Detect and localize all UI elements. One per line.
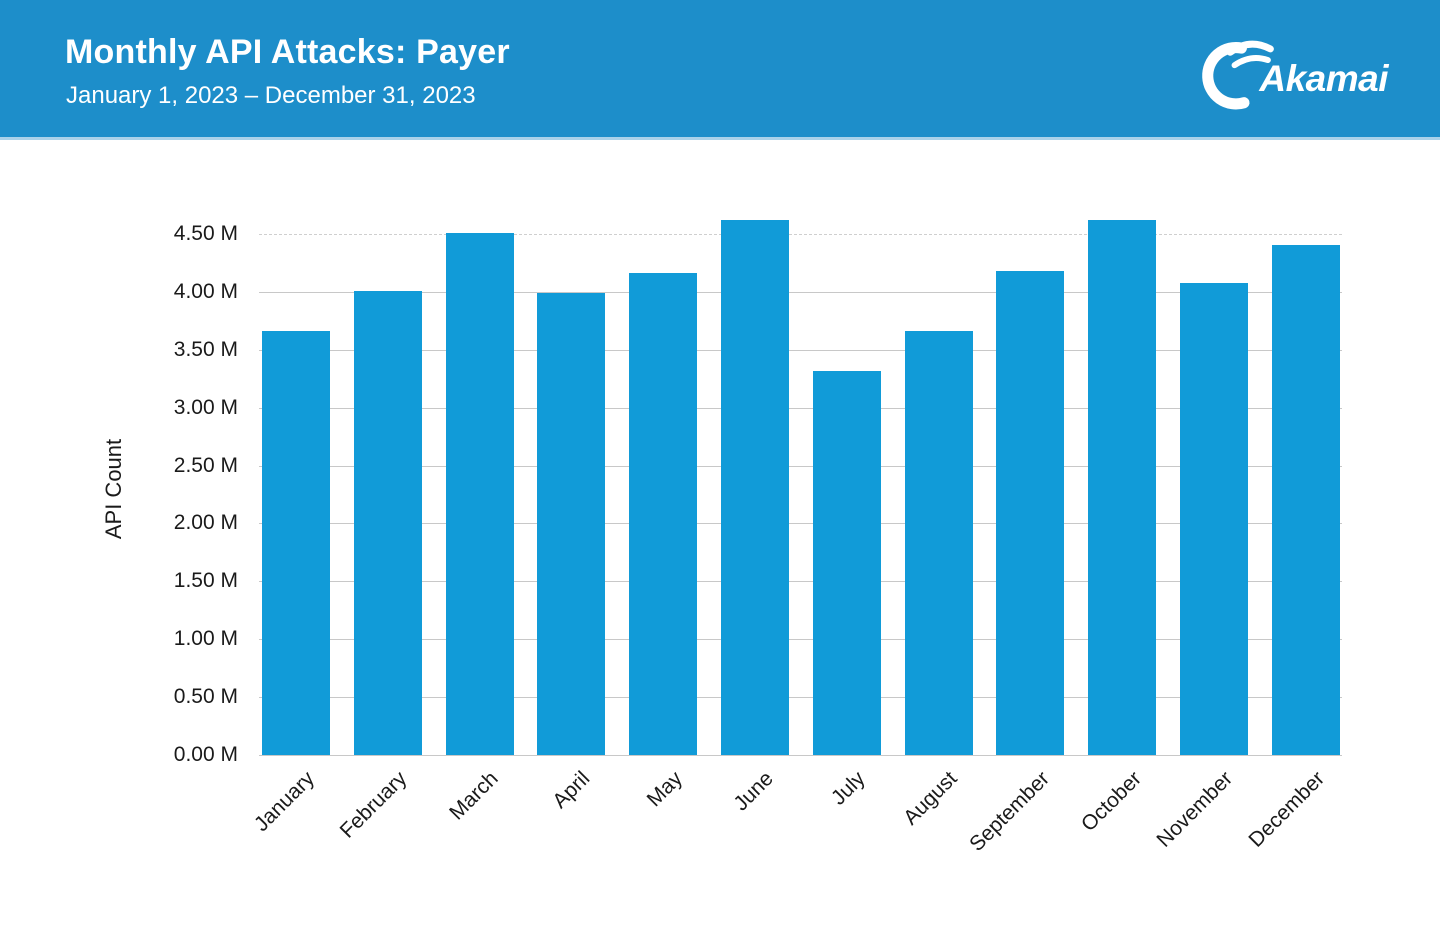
grid-line — [259, 291, 1342, 293]
x-axis-label: December — [1244, 767, 1330, 852]
bar — [262, 331, 330, 755]
y-tick-label: 1.50 M — [173, 569, 238, 593]
bar — [996, 270, 1065, 755]
x-axis-label: June — [729, 767, 779, 816]
y-tick-label: 2.00 M — [173, 511, 238, 535]
y-tick-label: 2.50 M — [173, 453, 238, 477]
grid-line — [259, 465, 1342, 467]
y-tick-label: 3.00 M — [173, 395, 238, 419]
x-axis-label: March — [445, 767, 503, 825]
y-tick-label: 4.50 M — [173, 221, 238, 245]
page-title: Monthly API Attacks: Payer — [65, 33, 510, 71]
grid-line — [259, 233, 1342, 235]
x-axis-label: July — [827, 767, 871, 810]
grid-line — [259, 407, 1342, 409]
bar — [1180, 282, 1248, 755]
y-tick-label: 4.00 M — [173, 279, 238, 303]
y-tick-label: 1.00 M — [173, 627, 238, 651]
bar — [812, 370, 881, 755]
grid-line — [259, 639, 1342, 641]
grid-line — [259, 349, 1342, 351]
header-banner: Monthly API Attacks: Payer January 1, 20… — [0, 0, 1440, 137]
x-axis-label: April — [548, 767, 595, 813]
bar — [445, 232, 514, 755]
x-axis-label: September — [964, 767, 1054, 856]
bar — [1088, 220, 1157, 755]
x-axis-label: August — [899, 767, 962, 830]
bar — [904, 331, 973, 755]
x-axis-label: October — [1076, 767, 1146, 837]
bar — [537, 292, 606, 755]
monthly-api-attacks-chart: API Count 0.00 M 0.50 M 1.00 M 1.50 M 2.00 M… — [0, 140, 1440, 925]
bar — [353, 290, 422, 755]
x-axis-label: November — [1152, 767, 1238, 852]
x-axis-label: January — [250, 767, 320, 837]
header-accent-strip — [0, 137, 1440, 140]
akamai-logo-text: Akamai — [1259, 58, 1388, 99]
grid-line — [259, 755, 1342, 756]
grid-line — [259, 697, 1342, 699]
bar — [1271, 245, 1340, 755]
x-axis-label: May — [642, 767, 687, 812]
x-axis-label: February — [335, 767, 412, 843]
bar — [721, 220, 789, 755]
akamai-logo: Akamai — [1189, 33, 1388, 111]
grid-line — [259, 523, 1342, 525]
grid-line — [259, 581, 1342, 583]
y-tick-label: 0.50 M — [173, 685, 238, 709]
y-tick-label: 3.50 M — [173, 337, 238, 361]
akamai-swoosh-icon — [1202, 40, 1275, 110]
bar — [629, 273, 698, 755]
plot-area: 0.00 M 0.50 M 1.00 M 1.50 M 2.00 M 2.50 M 3.00… — [0, 140, 1440, 925]
y-tick-label: 0.00 M — [173, 743, 238, 766]
page-subtitle: January 1, 2023 – December 31, 2023 — [66, 82, 476, 109]
